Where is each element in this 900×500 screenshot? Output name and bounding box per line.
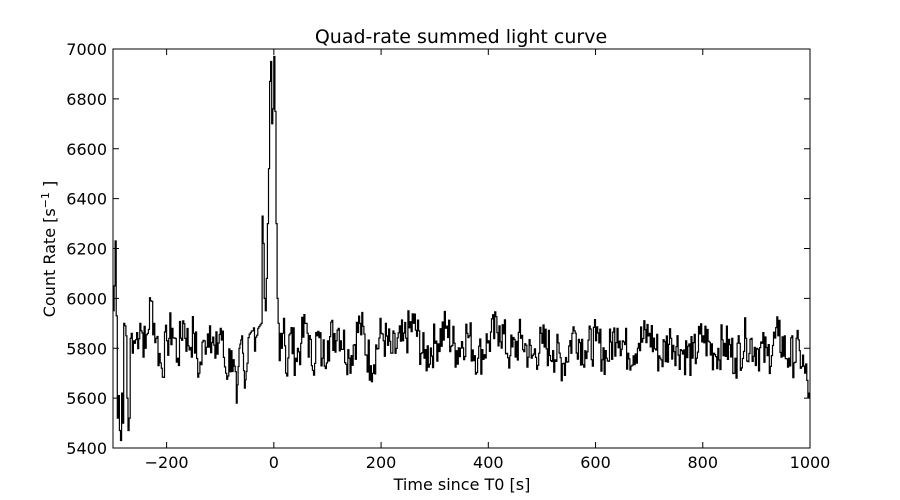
x-axis-label: Time since T0 [s]	[393, 475, 531, 494]
x-tick-label: 800	[687, 453, 718, 472]
y-tick-label: 6600	[66, 140, 107, 159]
x-tick-label: 200	[366, 453, 397, 472]
y-axis-label-exponent: −1	[39, 192, 52, 208]
y-tick-label: 6800	[66, 90, 107, 109]
x-axis-ticks: −200 0 200 400 600 800 1000	[145, 49, 831, 472]
y-tick-label: 6400	[66, 190, 107, 209]
x-tick-label: 1000	[790, 453, 831, 472]
light-curve-line	[113, 55, 810, 442]
x-tick-label: 400	[473, 453, 504, 472]
chart-title: Quad-rate summed light curve	[315, 26, 607, 48]
x-tick-label: −200	[145, 453, 189, 472]
x-tick-label: 600	[580, 453, 611, 472]
y-tick-label: 7000	[66, 40, 107, 59]
y-axis-ticks: 5400 5600 5800 6000 6200 6400 6600 6800 7000	[66, 40, 810, 458]
y-axis-label-main: Count Rate [s	[40, 208, 59, 317]
y-axis-label-end: ]	[40, 181, 59, 192]
plot-area	[112, 48, 811, 449]
y-tick-label: 5400	[66, 439, 107, 458]
plot-frame	[112, 48, 811, 449]
y-tick-label: 6200	[66, 240, 107, 259]
y-tick-label: 6000	[66, 289, 107, 308]
y-tick-label: 5800	[66, 339, 107, 358]
y-axis-label: Count Rate [s−1 ]	[39, 181, 59, 318]
x-tick-label: 0	[269, 453, 279, 472]
y-tick-label: 5600	[66, 389, 107, 408]
